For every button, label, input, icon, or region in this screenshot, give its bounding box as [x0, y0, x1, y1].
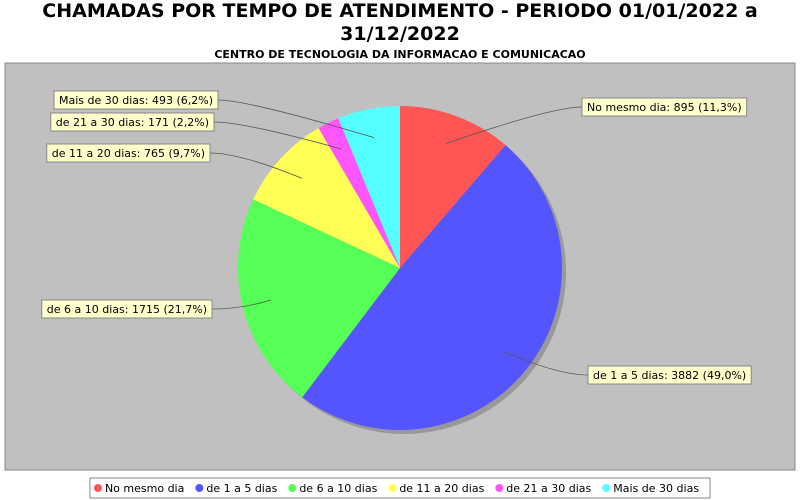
- legend-box: [89, 477, 711, 499]
- pie-slice: [253, 127, 400, 269]
- legend-label: de 21 a 30 dias: [506, 482, 591, 495]
- chart-title: CHAMADAS POR TEMPO DE ATENDIMENTO - PERI…: [42, 0, 758, 45]
- legend-label: de 11 a 20 dias: [399, 482, 484, 495]
- data-label: de 1 a 5 dias: 3882 (49,0%): [593, 369, 746, 382]
- data-label-group: de 11 a 20 dias: 765 (9,7%): [46, 143, 211, 163]
- leader-line: [209, 152, 303, 179]
- data-label-group: de 21 a 30 dias: 171 (2,2%): [50, 112, 215, 132]
- data-label-group: Mais de 30 dias: 493 (6,2%): [53, 90, 219, 110]
- data-label-box: [587, 365, 752, 385]
- data-label: de 21 a 30 dias: 171 (2,2%): [56, 116, 209, 129]
- pie-slice: [302, 145, 562, 430]
- pie-slice: [238, 199, 400, 398]
- leader-line: [217, 99, 375, 139]
- data-label: de 11 a 20 dias: 765 (9,7%): [52, 147, 205, 160]
- data-label-box: [46, 143, 211, 163]
- legend-label: de 6 a 10 dias: [299, 482, 377, 495]
- leader-line: [446, 106, 583, 144]
- chart-subtitle: CENTRO DE TECNOLOGIA DA INFORMACAO E COM…: [214, 48, 586, 61]
- legend-marker: [195, 484, 204, 492]
- data-label: No mesmo dia: 895 (11,3%): [587, 101, 742, 114]
- pie-slice: [318, 118, 400, 269]
- legend-marker: [288, 484, 297, 492]
- legend-label: No mesmo dia: [105, 482, 184, 495]
- data-label-box: [41, 299, 213, 319]
- data-label-group: de 1 a 5 dias: 3882 (49,0%): [587, 365, 752, 385]
- pie-slice: [338, 106, 400, 268]
- leader-line: [503, 351, 589, 376]
- legend-marker: [388, 484, 397, 492]
- data-label-box: [50, 112, 215, 132]
- legend-label: de 1 a 5 dias: [206, 482, 277, 495]
- leader-line: [211, 299, 272, 310]
- pie-slice: [400, 106, 506, 268]
- legend-marker: [602, 484, 611, 492]
- data-label-group: de 6 a 10 dias: 1715 (21,7%): [41, 299, 213, 319]
- data-label-box: [581, 97, 748, 117]
- data-label-box: [53, 90, 219, 110]
- leader-line: [213, 121, 342, 150]
- data-label: de 6 a 10 dias: 1715 (21,7%): [47, 303, 207, 316]
- data-label-group: No mesmo dia: 895 (11,3%): [581, 97, 748, 117]
- legend-label: Mais de 30 dias: [613, 482, 699, 495]
- legend-marker: [93, 484, 102, 492]
- legend: No mesmo dia de 1 a 5 dias de 6 a 10 dias d…: [89, 477, 711, 499]
- legend-marker: [495, 484, 504, 492]
- data-label: Mais de 30 dias: 493 (6,2%): [59, 94, 213, 107]
